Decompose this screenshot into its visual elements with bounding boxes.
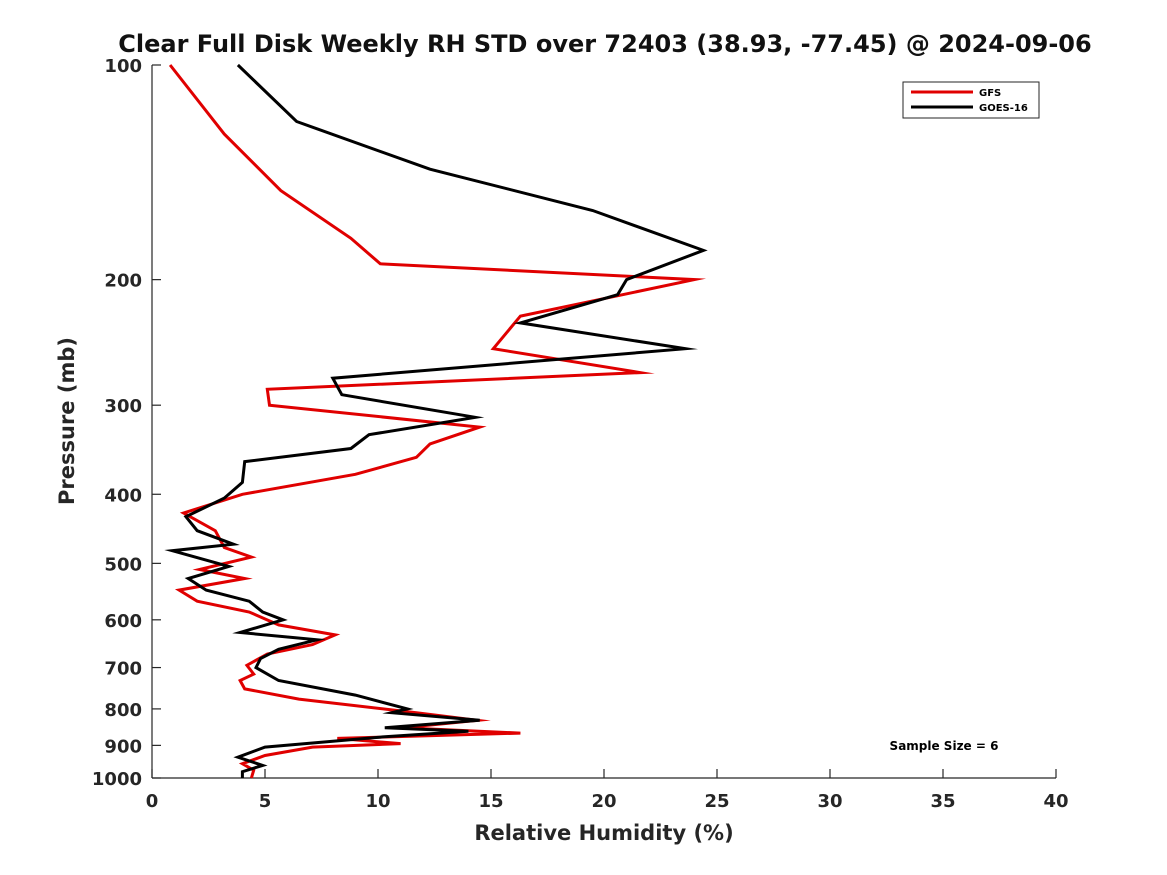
chart-title: Clear Full Disk Weekly RH STD over 72403… (118, 30, 1091, 58)
sample-size-annotation: Sample Size = 6 (890, 739, 999, 753)
legend-label: GFS (979, 88, 1001, 99)
x-tick-label: 10 (365, 791, 390, 812)
series-line-gfs (168, 64, 707, 779)
legend: GFS GOES-16 (902, 81, 1040, 119)
y-tick-label: 800 (104, 700, 142, 721)
y-tick-label: 600 (104, 611, 142, 632)
x-tick-label: 20 (591, 791, 616, 812)
axes: 0 5 10 15 20 25 30 35 40 100 200 300 400 500 600 700 800… (92, 56, 1069, 812)
y-tick-label: 300 (104, 396, 142, 417)
x-axis-label: Relative Humidity (%) (474, 821, 733, 845)
y-tick-label: 400 (104, 485, 142, 506)
x-tick-label: 35 (930, 791, 955, 812)
x-tick-label: 25 (704, 791, 729, 812)
y-tick-label: 100 (104, 56, 142, 77)
y-tick-label: 500 (104, 554, 142, 575)
x-tick-label: 30 (817, 791, 842, 812)
y-axis-label: Pressure (mb) (55, 337, 79, 505)
y-tick-label: 700 (104, 659, 142, 680)
series-lines (164, 63, 708, 779)
series-line-goes-16 (164, 63, 708, 778)
y-tick-label: 1000 (92, 769, 142, 790)
x-tick-label: 15 (478, 791, 503, 812)
y-tick-label: 200 (104, 271, 142, 292)
y-tick-label: 900 (104, 736, 142, 757)
legend-label: GOES-16 (979, 103, 1028, 114)
x-tick-label: 0 (146, 791, 159, 812)
x-tick-label: 40 (1043, 791, 1068, 812)
x-tick-label: 5 (259, 791, 272, 812)
legend-box (902, 81, 1040, 119)
